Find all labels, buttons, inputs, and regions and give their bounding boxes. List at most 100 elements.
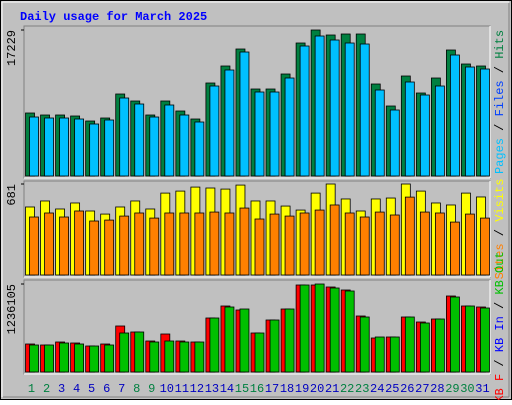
bar xyxy=(269,213,280,276)
bar xyxy=(480,68,490,177)
bar xyxy=(179,212,190,276)
legend: KB F / KB In / KB Out xyxy=(493,251,507,400)
bar xyxy=(104,219,115,276)
bar xyxy=(254,218,265,276)
bar xyxy=(194,212,205,276)
bar xyxy=(104,344,115,373)
bar xyxy=(239,51,250,177)
x-tick-label: 30 xyxy=(460,382,474,396)
x-tick-label: 13 xyxy=(205,382,219,396)
bar xyxy=(329,39,340,177)
bar xyxy=(89,220,100,276)
bar xyxy=(465,66,475,177)
x-tick-label: 11 xyxy=(175,382,189,396)
x-tick-label: 25 xyxy=(385,382,399,396)
x-tick-label: 5 xyxy=(88,382,95,396)
bar xyxy=(419,94,430,177)
bar xyxy=(480,307,490,373)
bar xyxy=(59,342,69,373)
bar xyxy=(284,77,295,177)
x-tick-label: 10 xyxy=(160,382,174,396)
bar xyxy=(254,91,265,177)
bar xyxy=(149,116,160,177)
bar xyxy=(224,69,235,177)
bar xyxy=(119,215,130,276)
bar xyxy=(434,318,445,373)
bar xyxy=(404,196,415,276)
legend: Pages / Files / Hits xyxy=(493,30,507,174)
bar xyxy=(134,331,145,373)
legend-separator: / xyxy=(493,352,507,374)
bar xyxy=(344,212,355,276)
bar xyxy=(269,319,280,373)
x-tick-label: 28 xyxy=(430,382,444,396)
bar xyxy=(450,296,460,373)
bar xyxy=(450,54,460,177)
x-tick-label: 9 xyxy=(148,382,155,396)
bar xyxy=(149,217,160,276)
bar xyxy=(284,308,295,373)
legend-entry: Hits xyxy=(493,30,507,59)
bar xyxy=(89,345,100,373)
x-tick-label: 16 xyxy=(250,382,264,396)
bar xyxy=(224,306,235,373)
bar xyxy=(419,322,430,373)
legend-entry: KB Out xyxy=(493,251,507,294)
bar xyxy=(404,316,415,373)
bar xyxy=(164,340,175,373)
x-tick-label: 31 xyxy=(475,382,489,396)
legend-separator: / xyxy=(493,295,507,317)
bar xyxy=(314,283,325,373)
x-tick-label: 23 xyxy=(355,382,369,396)
bar xyxy=(74,210,85,276)
bar xyxy=(299,284,310,373)
bar xyxy=(389,214,400,276)
x-tick-label: 22 xyxy=(340,382,354,396)
bar xyxy=(314,209,325,276)
legend-entry: Sites xyxy=(493,243,507,279)
x-tick-label: 15 xyxy=(235,382,249,396)
bar xyxy=(224,212,235,276)
bar xyxy=(89,123,100,177)
bar xyxy=(44,212,54,276)
bar xyxy=(314,35,325,177)
bar xyxy=(44,117,54,177)
bar xyxy=(374,336,385,373)
legend-entry: KB F xyxy=(493,374,507,400)
legend-separator: / xyxy=(493,59,507,81)
x-tick-label: 6 xyxy=(103,382,110,396)
bar xyxy=(389,336,400,373)
bar xyxy=(359,316,370,373)
x-tick-label: 24 xyxy=(370,382,384,396)
x-tick-label: 7 xyxy=(118,382,125,396)
y-tick-label: 681 xyxy=(5,184,19,206)
bar xyxy=(164,212,175,276)
x-tick-label: 3 xyxy=(58,382,65,396)
bar xyxy=(359,43,370,177)
legend-separator: / xyxy=(493,116,507,138)
bar xyxy=(194,341,205,373)
bar xyxy=(434,85,445,177)
bar xyxy=(329,287,340,373)
bar xyxy=(374,89,385,177)
bar xyxy=(59,117,69,177)
bar xyxy=(239,207,250,276)
bar xyxy=(465,305,475,373)
bar xyxy=(389,109,400,177)
bar xyxy=(344,42,355,177)
bar xyxy=(44,344,54,373)
bar xyxy=(419,211,430,276)
bar xyxy=(329,204,340,276)
x-tick-label: 19 xyxy=(295,382,309,396)
bar xyxy=(74,343,85,373)
x-tick-label: 27 xyxy=(415,382,429,396)
bar xyxy=(209,211,220,276)
bar xyxy=(134,212,145,276)
bar xyxy=(164,104,175,177)
bar xyxy=(254,332,265,373)
bar xyxy=(359,216,370,276)
bar xyxy=(450,221,460,276)
bar xyxy=(179,341,190,373)
x-tick-label: 14 xyxy=(220,382,234,396)
x-tick-label: 21 xyxy=(325,382,339,396)
